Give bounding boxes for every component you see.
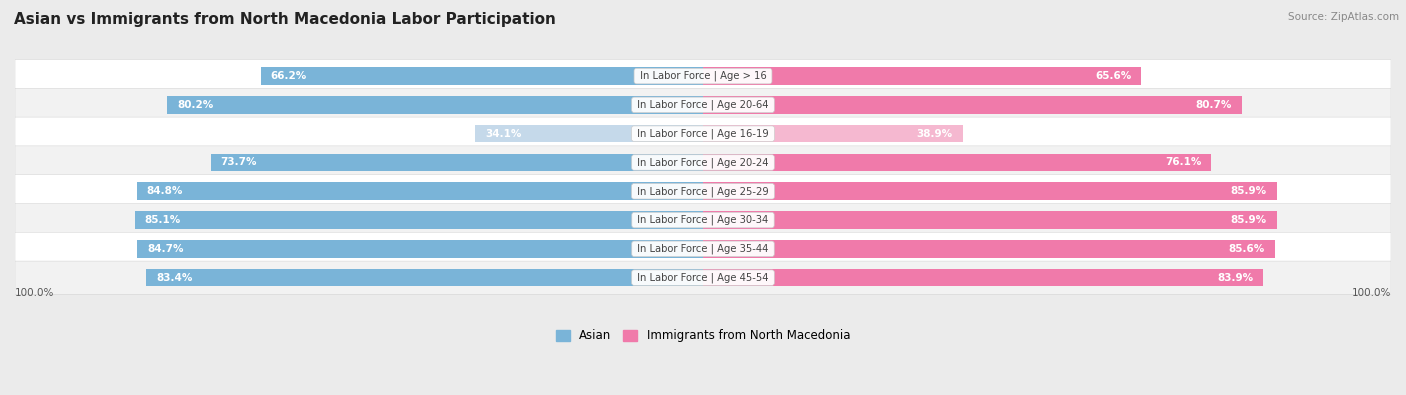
Text: 84.7%: 84.7% xyxy=(148,244,184,254)
Bar xyxy=(703,269,1264,286)
FancyBboxPatch shape xyxy=(15,175,1391,208)
Text: 83.4%: 83.4% xyxy=(156,273,193,283)
Text: 38.9%: 38.9% xyxy=(917,129,953,139)
Text: 66.2%: 66.2% xyxy=(271,71,307,81)
Text: 83.9%: 83.9% xyxy=(1218,273,1253,283)
FancyBboxPatch shape xyxy=(15,60,1391,93)
Text: In Labor Force | Age > 16: In Labor Force | Age > 16 xyxy=(637,71,769,81)
Bar xyxy=(211,154,703,171)
Text: 65.6%: 65.6% xyxy=(1095,71,1132,81)
Text: Source: ZipAtlas.com: Source: ZipAtlas.com xyxy=(1288,12,1399,22)
FancyBboxPatch shape xyxy=(15,146,1391,179)
Bar xyxy=(703,211,1277,229)
Bar xyxy=(146,269,703,286)
FancyBboxPatch shape xyxy=(15,232,1391,265)
Text: In Labor Force | Age 20-64: In Labor Force | Age 20-64 xyxy=(634,100,772,110)
FancyBboxPatch shape xyxy=(15,261,1391,294)
Text: 34.1%: 34.1% xyxy=(485,129,522,139)
Text: 84.8%: 84.8% xyxy=(146,186,183,196)
Text: In Labor Force | Age 45-54: In Labor Force | Age 45-54 xyxy=(634,273,772,283)
Bar xyxy=(138,240,703,258)
Bar xyxy=(703,182,1277,200)
Text: 73.7%: 73.7% xyxy=(221,158,257,167)
Text: 100.0%: 100.0% xyxy=(15,288,55,298)
Bar xyxy=(167,96,703,114)
Text: 80.2%: 80.2% xyxy=(177,100,214,110)
FancyBboxPatch shape xyxy=(15,117,1391,150)
Text: In Labor Force | Age 30-34: In Labor Force | Age 30-34 xyxy=(634,215,772,225)
Bar xyxy=(703,240,1275,258)
Text: 85.9%: 85.9% xyxy=(1230,215,1267,225)
Text: In Labor Force | Age 20-24: In Labor Force | Age 20-24 xyxy=(634,157,772,168)
Bar xyxy=(135,211,703,229)
Text: In Labor Force | Age 16-19: In Labor Force | Age 16-19 xyxy=(634,128,772,139)
Bar xyxy=(703,96,1241,114)
Bar xyxy=(475,125,703,143)
FancyBboxPatch shape xyxy=(15,203,1391,237)
Bar xyxy=(260,67,703,85)
Text: 100.0%: 100.0% xyxy=(1351,288,1391,298)
Bar xyxy=(136,182,703,200)
Text: 76.1%: 76.1% xyxy=(1166,158,1201,167)
Text: In Labor Force | Age 25-29: In Labor Force | Age 25-29 xyxy=(634,186,772,197)
Bar xyxy=(703,154,1212,171)
Bar xyxy=(703,67,1142,85)
Bar xyxy=(703,125,963,143)
Text: 85.6%: 85.6% xyxy=(1229,244,1265,254)
Text: 85.1%: 85.1% xyxy=(145,215,181,225)
Text: In Labor Force | Age 35-44: In Labor Force | Age 35-44 xyxy=(634,244,772,254)
Text: 85.9%: 85.9% xyxy=(1230,186,1267,196)
Text: Asian vs Immigrants from North Macedonia Labor Participation: Asian vs Immigrants from North Macedonia… xyxy=(14,12,555,27)
FancyBboxPatch shape xyxy=(15,88,1391,122)
Legend: Asian, Immigrants from North Macedonia: Asian, Immigrants from North Macedonia xyxy=(551,325,855,347)
Text: 80.7%: 80.7% xyxy=(1195,100,1232,110)
